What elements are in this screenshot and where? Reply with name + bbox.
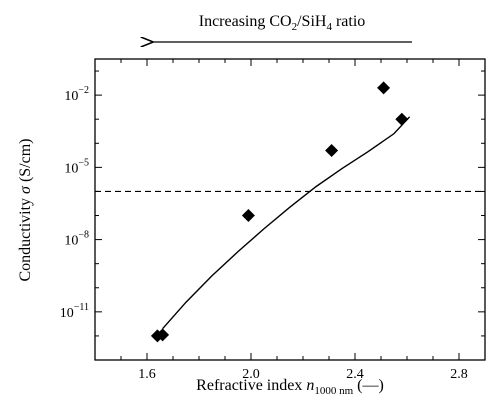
plot-frame (94, 58, 486, 361)
ticks-layer: 1.6 2.0 2.4 2.8 10−11 10−8 10−5 10−2 (60, 59, 485, 382)
y-tick-label: 10−8 (64, 230, 89, 249)
fit-curve (162, 116, 411, 330)
marks-layer (95, 81, 485, 343)
data-point (377, 81, 391, 95)
data-point (156, 328, 170, 342)
annotation-text: Increasing CO2/SiH4 ratio (199, 13, 366, 33)
data-point (395, 112, 409, 126)
data-point (241, 209, 255, 223)
x-tick-label: 2.8 (450, 367, 468, 382)
x-axis-label: Refractive index n1000 nm (—) (196, 377, 384, 397)
x-tick-label: 2.4 (346, 367, 364, 382)
y-axis-label: Conductivity σ (S/cm) (17, 139, 34, 282)
y-tick-label: 10−11 (60, 302, 89, 321)
x-tick-label: 2.0 (242, 367, 260, 382)
data-point (325, 144, 339, 158)
y-tick-label: 10−5 (64, 157, 89, 176)
y-tick-label: 10−2 (64, 85, 89, 104)
x-tick-label: 1.6 (138, 367, 156, 382)
